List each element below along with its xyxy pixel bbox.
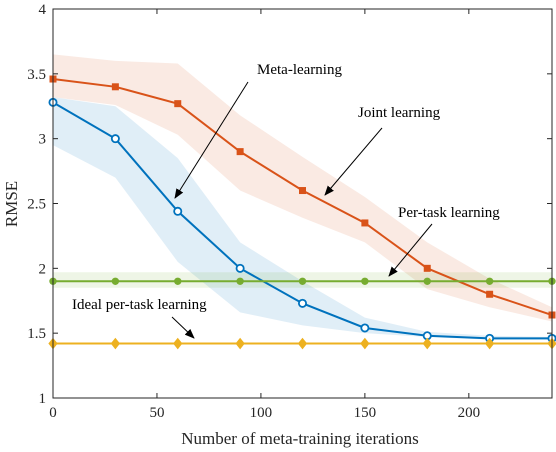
meta-learning-point	[173, 206, 183, 216]
per-task-learning-point	[111, 277, 120, 285]
per-task-learning-point	[236, 277, 244, 285]
meta-learning-annotation: Meta-learning	[257, 62, 342, 78]
joint-learning-point	[423, 264, 431, 272]
per-task-learning-point	[298, 277, 307, 285]
meta-learning-arrow	[174, 81, 249, 199]
y-tick-label: 2	[39, 261, 47, 277]
series-markers	[48, 75, 556, 350]
axes	[52, 8, 553, 399]
ideal-per-task-learning-point	[484, 337, 495, 350]
joint-learning-point	[361, 219, 369, 227]
per-task-learning-annotation: Per-task learning	[398, 205, 500, 221]
joint-learning-point	[486, 290, 494, 298]
joint-learning-point	[299, 187, 306, 195]
per-task-learning-arrow	[388, 223, 433, 277]
y-tick-label: 1	[39, 391, 47, 407]
meta-learning-point	[110, 134, 120, 144]
ideal-per-task-learning-point	[297, 337, 308, 350]
y-tick-label: 3.5	[27, 67, 46, 83]
joint-learning-point	[174, 100, 182, 108]
joint-learning-annotation: Joint learning	[358, 105, 441, 121]
x-tick-label: 0	[49, 405, 57, 421]
y-tick-label: 2.5	[27, 197, 46, 213]
joint-learning-point	[111, 83, 119, 91]
joint-learning-point	[236, 148, 244, 156]
ideal-per-task-learning-annotation: Ideal per-task learning	[72, 297, 207, 313]
meta-learning-point	[235, 263, 245, 273]
meta-learning-band	[53, 97, 552, 340]
x-axis-title: Number of meta-training iterations	[181, 429, 418, 448]
per-task-learning-point	[361, 277, 369, 285]
x-tick-label: 150	[354, 405, 377, 421]
ideal-per-task-learning-point	[235, 337, 245, 350]
y-tick-label: 3	[39, 132, 47, 148]
ideal-per-task-learning-arrow	[171, 316, 195, 339]
joint-learning-arrow	[324, 127, 383, 196]
per-task-learning-point	[485, 277, 494, 285]
x-tick-label: 100	[250, 405, 273, 421]
y-axis-title: RMSE	[2, 181, 21, 227]
ideal-per-task-learning-point	[360, 337, 370, 350]
ideal-per-task-learning-point	[110, 337, 121, 350]
x-tick-label: 50	[149, 405, 164, 421]
tick-labels: 0 50 100 150 200 1 1.5 2 2.5 3 3.5 4	[27, 2, 480, 421]
ideal-per-task-learning-point	[173, 337, 183, 350]
ideal-per-task-learning-point	[422, 337, 432, 350]
per-task-learning-point	[423, 277, 431, 285]
per-task-learning-point	[174, 277, 182, 285]
y-tick-label: 4	[39, 2, 47, 18]
meta-learning-point	[297, 298, 307, 308]
y-tick-label: 1.5	[27, 326, 46, 342]
annotations: Meta-learning Joint learning Per-task lear…	[72, 62, 500, 339]
meta-learning-point	[360, 323, 370, 333]
x-tick-label: 200	[458, 405, 481, 421]
